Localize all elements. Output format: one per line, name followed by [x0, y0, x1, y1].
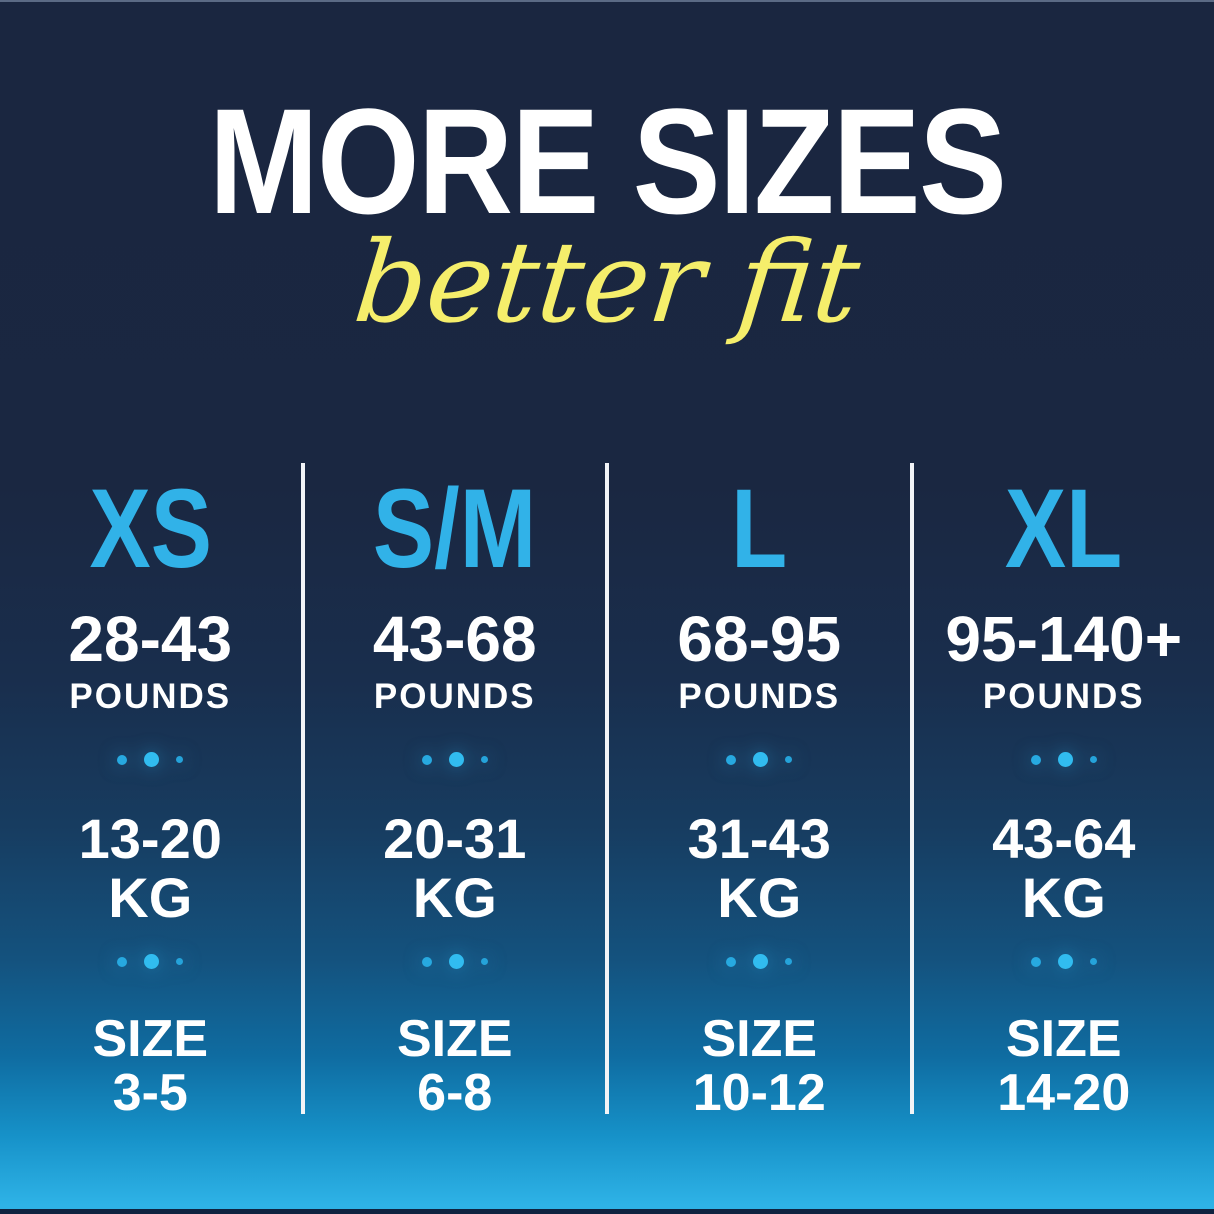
dot-icon [480, 756, 488, 763]
kg-range: 31-43 [687, 807, 831, 870]
size-column-l: L 68-95 POUNDS 31-43 KG SIZE 10-12 [609, 463, 914, 1119]
pounds-range: 68-95 [677, 603, 842, 675]
pounds-unit: POUNDS [69, 677, 232, 716]
dots-separator-icon [421, 752, 488, 767]
size-column-label: XL [1005, 466, 1123, 591]
clothing-size-range: 10-12 [692, 1064, 826, 1123]
dots-separator-icon [421, 954, 488, 970]
top-edge-line [0, 0, 1214, 2]
dot-icon [726, 754, 737, 765]
dots-separator-icon [1030, 954, 1097, 970]
dots-separator-icon [117, 752, 184, 767]
dot-icon [1057, 752, 1073, 767]
dot-icon [1089, 958, 1097, 966]
dot-icon [448, 954, 464, 970]
size-columns: XS 28-43 POUNDS 13-20 KG SIZE 3-5 S/M 43… [0, 463, 1214, 1120]
pounds-unit: POUNDS [373, 677, 536, 716]
dot-icon [480, 958, 488, 966]
dots-separator-icon [117, 954, 184, 970]
dot-icon [785, 756, 793, 763]
dot-icon [1089, 756, 1097, 763]
kg-unit: KG [412, 866, 497, 929]
dot-icon [1030, 956, 1041, 967]
dot-icon [785, 958, 793, 966]
dots-separator-icon [726, 954, 793, 970]
kg-range: 43-64 [992, 807, 1136, 870]
pounds-range: 95-140+ [945, 603, 1183, 675]
size-column-xs: XS 28-43 POUNDS 13-20 KG SIZE 3-5 [0, 463, 305, 1119]
pounds-range: 43-68 [372, 603, 537, 675]
size-column-xl: XL 95-140+ POUNDS 43-64 KG SIZE 14-20 [914, 463, 1214, 1120]
pounds-unit: POUNDS [678, 677, 841, 716]
dot-icon [726, 956, 737, 967]
clothing-size-label: SIZE [396, 1010, 513, 1069]
bottom-edge-strip [0, 1209, 1214, 1214]
dot-icon [448, 752, 464, 767]
dot-icon [1057, 954, 1073, 970]
dot-icon [421, 956, 432, 967]
clothing-size-label: SIZE [92, 1010, 209, 1069]
dot-icon [117, 956, 128, 967]
dot-icon [1030, 754, 1041, 765]
dot-icon [421, 754, 432, 765]
dot-icon [144, 954, 160, 970]
clothing-size-range: 3-5 [112, 1064, 188, 1123]
size-column-label: S/M [373, 466, 537, 591]
clothing-size-label: SIZE [701, 1010, 818, 1069]
clothing-size-range: 6-8 [417, 1064, 493, 1123]
dot-icon [176, 756, 184, 763]
pounds-range: 28-43 [68, 603, 233, 675]
dot-icon [753, 752, 769, 767]
page-subtitle: better fit [348, 218, 866, 348]
size-column-label: L [731, 466, 788, 591]
page-title: MORE SIZES [208, 77, 1007, 245]
clothing-size-label: SIZE [1005, 1010, 1122, 1069]
kg-unit: KG [717, 866, 802, 929]
dot-icon [176, 958, 184, 966]
size-column-sm: S/M 43-68 POUNDS 20-31 KG SIZE 6-8 [305, 463, 609, 1119]
kg-unit: KG [108, 866, 193, 929]
dot-icon [753, 954, 769, 970]
pounds-unit: POUNDS [982, 677, 1145, 716]
dots-separator-icon [726, 752, 793, 767]
dots-separator-icon [1030, 752, 1097, 767]
dot-icon [117, 754, 128, 765]
clothing-size-range: 14-20 [997, 1064, 1131, 1123]
kg-range: 20-31 [383, 807, 527, 870]
size-column-label: XS [88, 466, 212, 591]
kg-unit: KG [1021, 866, 1106, 929]
dot-icon [144, 752, 160, 767]
kg-range: 13-20 [78, 807, 222, 870]
